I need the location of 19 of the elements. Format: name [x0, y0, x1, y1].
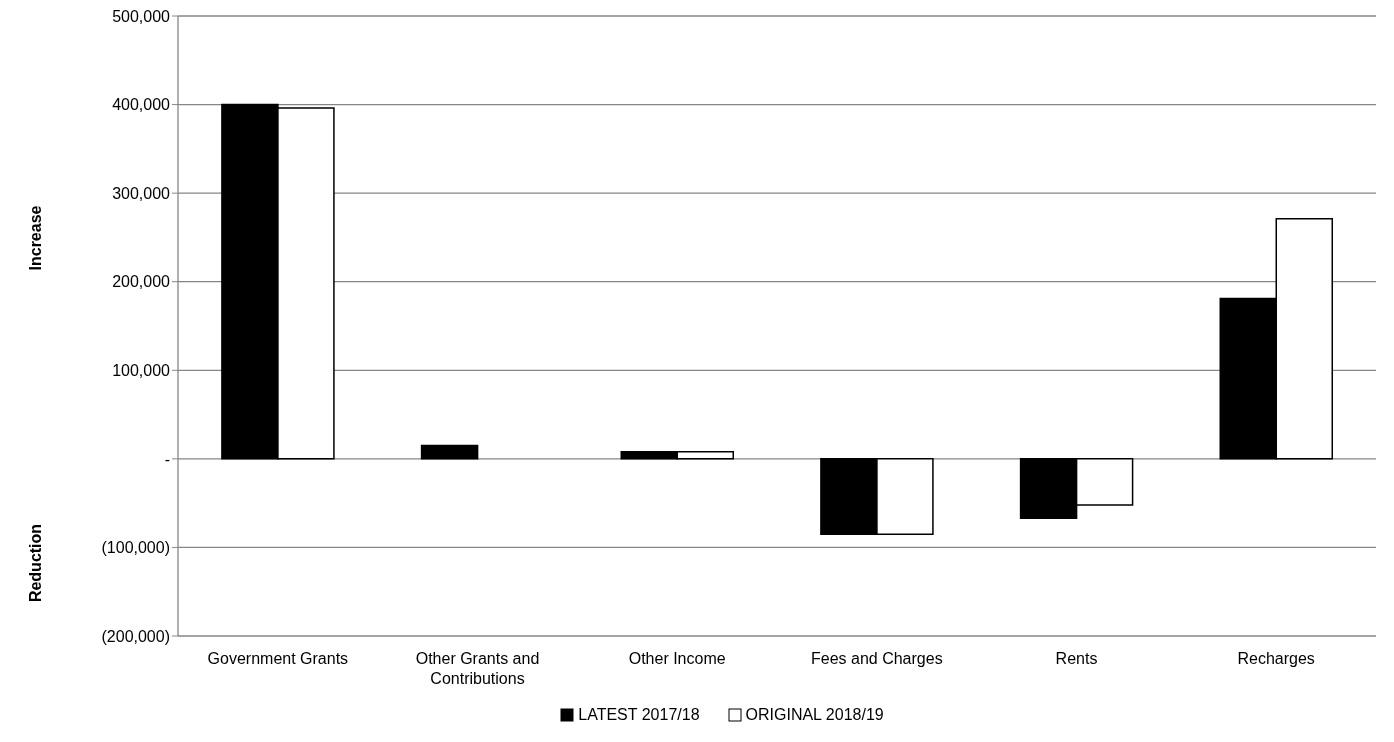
y-tick-label: 100,000	[112, 361, 171, 379]
x-tick-label: Recharges	[1237, 650, 1315, 668]
x-tick-label: Other Income	[628, 650, 726, 668]
x-tick-label: Fees and Charges	[811, 650, 943, 668]
x-tick-label: Rents	[1055, 650, 1098, 668]
legend-label: LATEST 2017/18	[578, 706, 700, 724]
y-tick-label: (200,000)	[101, 627, 170, 645]
y-tick-label: 400,000	[112, 96, 171, 114]
bar	[420, 444, 479, 460]
x-tick-label: Other Grants and Contributions	[415, 650, 540, 687]
y-tick-label: 500,000	[112, 7, 171, 25]
y-tick-label: 300,000	[112, 184, 171, 202]
x-tick-label: Government Grants	[207, 650, 349, 668]
y-axis-title: Increase	[27, 205, 45, 271]
y-tick-label: 200,000	[112, 273, 171, 291]
text: Reduction	[27, 523, 45, 603]
y-tick-label: (100,000)	[101, 539, 170, 557]
legend-label: ORIGINAL 2018/19	[745, 706, 884, 724]
y-tick-label: -	[164, 450, 170, 468]
